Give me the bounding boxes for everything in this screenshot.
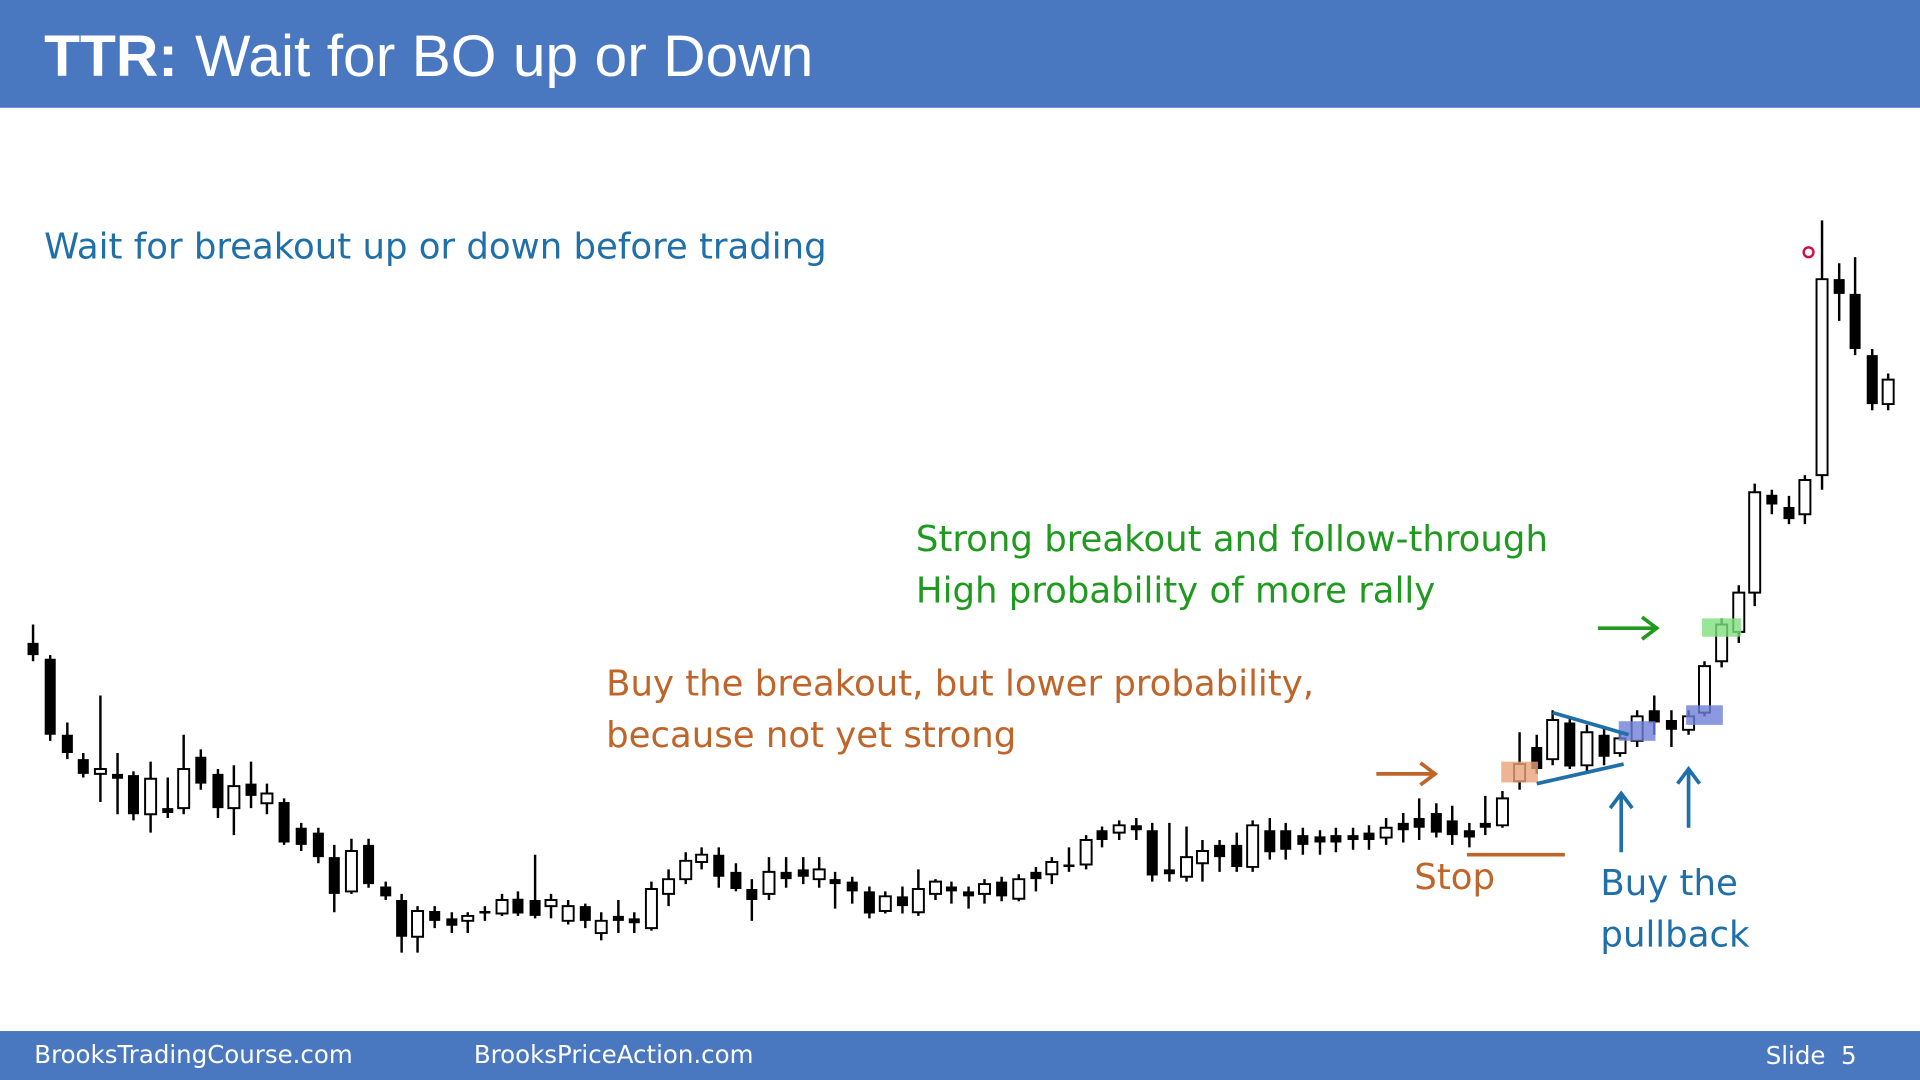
footer-bar xyxy=(0,1031,1920,1080)
footer-site: BrooksTradingCourse.com xyxy=(34,1040,352,1069)
cursor xyxy=(1802,246,1815,259)
highlight xyxy=(1501,761,1538,783)
annotation: Buy the breakout, but lower probability, xyxy=(606,664,1314,705)
annotation: High probability of more rally xyxy=(916,570,1435,611)
header-bar xyxy=(0,0,1920,108)
annotation: Stop xyxy=(1414,857,1495,898)
candle-bodies-bull xyxy=(93,278,1895,938)
annotation: pullback xyxy=(1600,915,1750,956)
arrow xyxy=(1597,615,1660,641)
annotation: Strong breakout and follow-through xyxy=(916,519,1548,560)
highlight xyxy=(1618,721,1656,741)
arrow xyxy=(1676,765,1702,828)
arrow xyxy=(1376,761,1439,787)
highlight xyxy=(1702,618,1742,637)
title-bold: TTR: xyxy=(44,24,178,89)
subtitle: Wait for breakout up or down before trad… xyxy=(44,226,827,267)
footer-site: BrooksPriceAction.com xyxy=(474,1040,754,1069)
annotation: because not yet strong xyxy=(606,715,1016,756)
title-text: Wait for BO up or Down xyxy=(195,24,813,89)
candlestick-chart xyxy=(27,220,1895,953)
annotation: Buy the xyxy=(1600,863,1737,904)
arrow xyxy=(1608,790,1634,853)
triangle xyxy=(1536,710,1630,786)
highlight xyxy=(1686,705,1723,725)
header-title: TTR: Wait for BO up or Down xyxy=(44,24,813,89)
slide-number: Slide 5 xyxy=(1766,1041,1857,1070)
